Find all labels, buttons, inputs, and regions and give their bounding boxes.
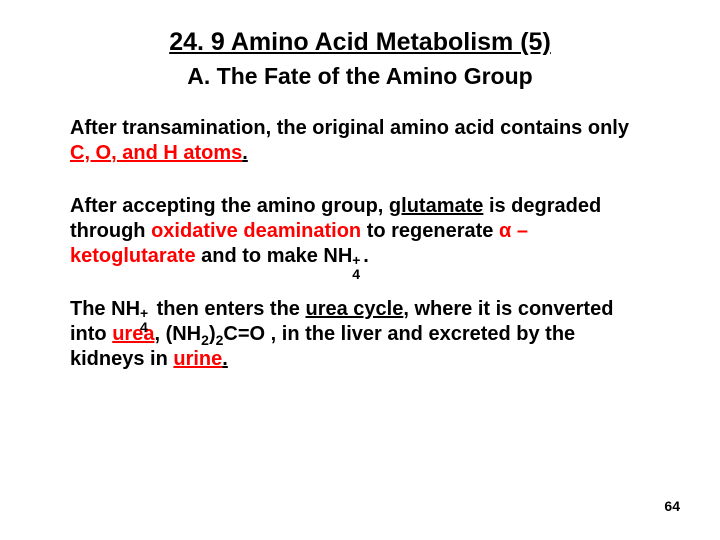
p2-oxdeam: oxidative deamination [151, 220, 361, 242]
slide-subtitle: A. The Fate of the Amino Group [70, 63, 650, 90]
p1-text-a: After transamination, the original amino… [70, 117, 629, 139]
paragraph-3: The NH+4 then enters the urea cycle, whe… [70, 297, 650, 372]
p2-nh: NH [323, 245, 352, 267]
p2-four: 4 [352, 266, 360, 284]
paragraph-1: After transamination, the original amino… [70, 116, 650, 166]
p3-urine: urine [173, 348, 222, 370]
p3-nh4: NH+4 [111, 298, 151, 320]
p3-g: ) [209, 323, 216, 345]
p2-e: to regenerate [361, 220, 499, 242]
p1-emph: C, O, and H atoms [70, 142, 242, 164]
p1-period: . [242, 142, 248, 164]
p2-nh4: NH+4 [323, 245, 363, 267]
slide-title: 24. 9 Amino Acid Metabolism (5) [70, 28, 650, 57]
p3-sub1: 2 [201, 332, 209, 348]
p2-g: and to make [196, 245, 324, 267]
p3-b: then enters the [151, 298, 305, 320]
p3-ureacycle: urea cycle [306, 298, 404, 320]
paragraph-2: After accepting the amino group, glutama… [70, 194, 650, 269]
page-number: 64 [664, 498, 680, 514]
p3-four: 4 [140, 319, 148, 337]
p3-urea: urea [112, 323, 154, 345]
p2-glutamate: glutamate [389, 195, 483, 217]
p3-f: , (NH [154, 323, 201, 345]
p3-nh: NH [111, 298, 140, 320]
p3-j: . [222, 348, 228, 370]
p3-a: The [70, 298, 111, 320]
p2-h: . [363, 245, 369, 267]
p2-a: After accepting the amino group, [70, 195, 389, 217]
